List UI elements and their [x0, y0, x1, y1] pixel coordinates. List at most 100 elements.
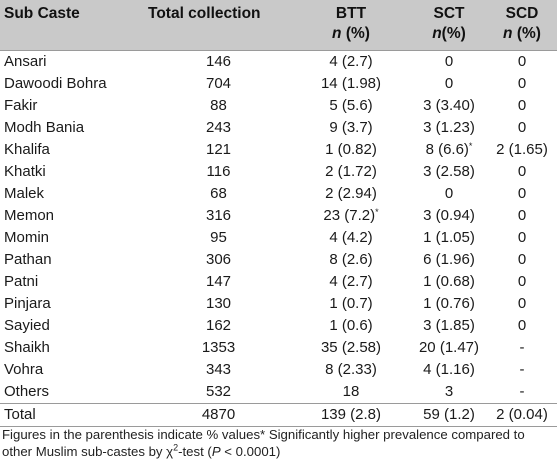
cell-total-collection: 146 — [146, 49, 291, 73]
cell-sct: 59 (1.2) — [411, 402, 487, 427]
cell-sub-caste: Shaikh — [4, 338, 50, 356]
cell-sub-caste: Vohra — [4, 360, 44, 378]
cell-scd: 0 — [517, 162, 527, 180]
cell-sub-caste: Pathan — [4, 250, 52, 268]
cell-total-collection: 130 — [205, 294, 232, 312]
header-row: Sub Caste Total collection BTT n (%) SCT… — [0, 0, 557, 50]
table-footnote: Figures in the parenthesis indicate % va… — [2, 427, 525, 459]
significance-marker: * — [468, 140, 473, 151]
cell-btt: 18 — [342, 382, 360, 400]
cell-sub-caste: Malek — [4, 184, 45, 202]
cell-btt: 35 (2.58) — [320, 338, 382, 356]
cell-sub-caste: Dawoodi Bohra — [4, 74, 107, 92]
table-row: Khalifa 121 1 (0.82) 8 (6.6)* 2 (1.65) — [0, 139, 557, 161]
header-sub-caste: Sub Caste — [0, 0, 146, 50]
cell-btt: 1 (0.7) — [329, 294, 373, 312]
cell-scd: 0 — [517, 294, 527, 312]
header-sct: SCT n(%) — [411, 0, 487, 50]
table-row: Modh Bania 243 9 (3.7) 3 (1.23) 0 — [0, 117, 557, 139]
cell-sub-caste: Memon — [4, 206, 55, 224]
cell-sct: 20 (1.47) — [418, 338, 480, 356]
table-row: Patni 147 4 (2.7) 1 (0.68) 0 — [0, 271, 557, 293]
cell-total-collection: 4870 — [146, 402, 291, 427]
cell-scd: 0 — [517, 184, 527, 202]
cell-total-collection: 316 — [205, 206, 232, 224]
cell-sct: 0 — [444, 74, 454, 92]
table-row: Ansari 146 4 (2.7) 0 0 — [0, 49, 557, 73]
cell-scd: - — [519, 338, 525, 356]
cell-scd: 0 — [517, 272, 527, 290]
cell-total-collection: 243 — [205, 118, 232, 136]
table-row: Pathan 306 8 (2.6) 6 (1.96) 0 — [0, 249, 557, 271]
cell-scd: - — [519, 382, 525, 400]
table-row: Malek 68 2 (2.94) 0 0 — [0, 183, 557, 205]
table-row: Sayied 162 1 (0.6) 3 (1.85) 0 — [0, 315, 557, 337]
cell-sct: 6 (1.96) — [423, 250, 475, 268]
total-row: Total 4870 139 (2.8) 59 (1.2) 2 (0.04) — [0, 402, 557, 427]
cell-sub-caste: Total — [0, 402, 146, 427]
cell-total-collection: 116 — [206, 162, 231, 180]
cell-btt: 4 (2.7) — [291, 49, 411, 73]
cell-scd: 0 — [517, 316, 527, 334]
cell-sub-caste: Modh Bania — [4, 118, 85, 136]
cell-btt: 1 (0.82) — [325, 140, 377, 158]
cell-total-collection: 88 — [210, 96, 227, 114]
cell-sct: 3 (1.85) — [423, 316, 475, 334]
cell-sct: 3 (2.58) — [423, 162, 475, 180]
cell-sub-caste: Patni — [4, 272, 39, 290]
cell-scd: 0 — [517, 118, 527, 136]
cell-scd: 0 — [517, 206, 527, 224]
cell-sct: 4 (1.16) — [423, 360, 475, 378]
cell-sub-caste: Others — [4, 382, 50, 400]
cell-total-collection: 121 — [205, 140, 232, 158]
cell-sct: 3 (1.23) — [423, 118, 475, 136]
cell-total-collection: 704 — [205, 74, 232, 92]
cell-total-collection: 306 — [205, 250, 232, 268]
table-row: Khatki 116 2 (1.72) 3 (2.58) 0 — [0, 161, 557, 183]
cell-sub-caste: Khatki — [4, 162, 46, 180]
cell-scd: 0 — [487, 49, 557, 73]
cell-sct: 3 (3.40) — [423, 96, 475, 114]
cell-total-collection: 147 — [205, 272, 232, 290]
header-scd: SCD n (%) — [487, 0, 557, 50]
cell-total-collection: 1353 — [201, 338, 236, 356]
cell-total-collection: 532 — [205, 382, 232, 400]
cell-total-collection: 162 — [205, 316, 232, 334]
cell-btt: 23 (7.2)* — [323, 206, 379, 224]
subcaste-table: Sub Caste Total collection BTT n (%) SCT… — [0, 0, 557, 427]
table-row: Momin 95 4 (4.2) 1 (1.05) 0 — [0, 227, 557, 249]
significance-marker: * — [375, 206, 379, 217]
cell-total-collection: 95 — [210, 228, 227, 246]
cell-btt: 1 (0.6) — [329, 316, 373, 334]
cell-btt: 139 (2.8) — [291, 402, 411, 427]
cell-btt: 8 (2.33) — [325, 360, 377, 378]
cell-sub-caste: Momin — [4, 228, 50, 246]
cell-btt: 9 (3.7) — [329, 118, 373, 136]
cell-total-collection: 343 — [205, 360, 232, 378]
cell-scd: - — [519, 360, 525, 378]
cell-scd: 2 (0.04) — [487, 402, 557, 427]
cell-btt: 4 (2.7) — [329, 272, 373, 290]
cell-sct: 8 (6.6)* — [425, 140, 473, 158]
cell-btt: 14 (1.98) — [320, 74, 382, 92]
cell-sub-caste: Fakir — [4, 96, 38, 114]
cell-sct: 1 (0.76) — [423, 294, 475, 312]
cell-total-collection: 68 — [210, 184, 227, 202]
cell-sct: 1 (1.05) — [423, 228, 475, 246]
cell-scd: 0 — [517, 96, 527, 114]
cell-sub-caste: Sayied — [4, 316, 50, 334]
table-row: Others 532 18 3 - — [0, 381, 557, 404]
cell-sub-caste: Khalifa — [4, 140, 50, 158]
table-row: Fakir 88 5 (5.6) 3 (3.40) 0 — [0, 95, 557, 117]
cell-scd: 0 — [517, 250, 527, 268]
table-row: Shaikh 1353 35 (2.58) 20 (1.47) - — [0, 337, 557, 359]
cell-scd: 0 — [517, 228, 527, 246]
cell-sct: 1 (0.68) — [423, 272, 475, 290]
header-btt: BTT n (%) — [291, 0, 411, 50]
table-row: Vohra 343 8 (2.33) 4 (1.16) - — [0, 359, 557, 381]
cell-btt: 4 (4.2) — [329, 228, 373, 246]
cell-sub-caste: Ansari — [0, 49, 146, 73]
cell-sct: 0 — [444, 184, 454, 202]
cell-btt: 2 (2.94) — [325, 184, 377, 202]
